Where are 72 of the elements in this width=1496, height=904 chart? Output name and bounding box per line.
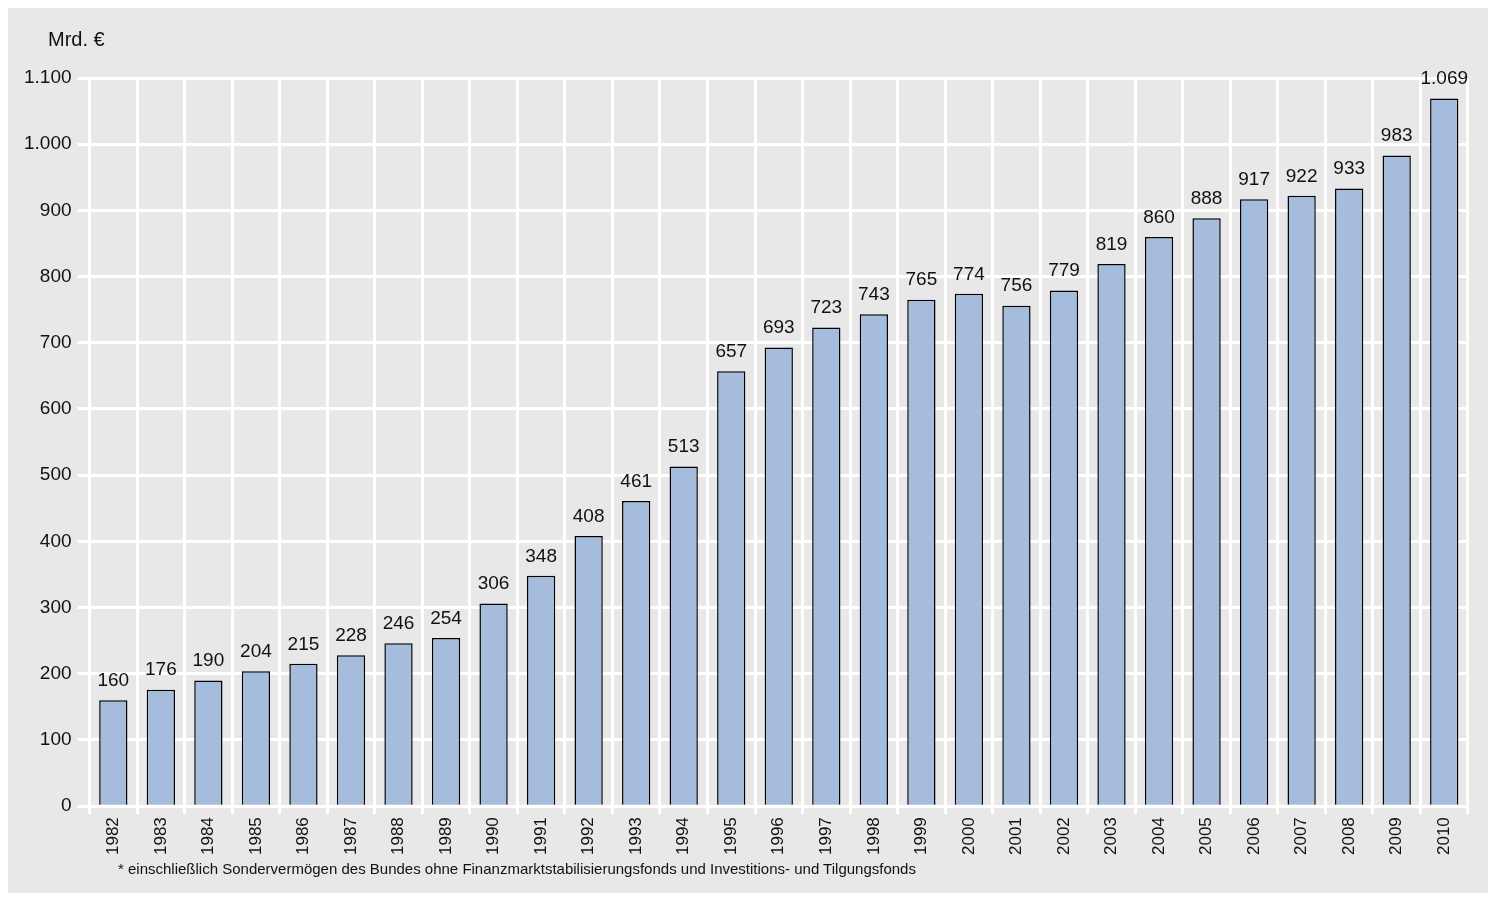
data-label: 204 [240, 639, 273, 661]
x-tick-label: 1992 [578, 817, 598, 856]
y-tick-label: 600 [39, 397, 72, 419]
x-tick-label: 1999 [911, 817, 931, 856]
y-tick-label: 500 [39, 463, 72, 485]
data-label: 765 [905, 268, 938, 290]
data-label: 461 [620, 469, 653, 491]
data-label: 774 [953, 262, 986, 284]
x-tick-label: 2000 [958, 817, 978, 856]
x-tick-label: 1985 [245, 817, 265, 856]
x-tick-label: 1983 [150, 817, 170, 856]
y-tick-label: 700 [39, 331, 72, 353]
x-tick-label: 1986 [293, 817, 313, 856]
y-tick-label: 200 [39, 662, 72, 684]
data-label: 819 [1095, 232, 1128, 254]
x-tick-label: 1996 [768, 817, 788, 856]
y-tick-label: 1.100 [24, 66, 72, 88]
data-label: 657 [715, 339, 748, 361]
data-label: 860 [1143, 205, 1175, 227]
x-tick-label: 1993 [625, 817, 645, 856]
x-tick-label: 1982 [103, 817, 122, 856]
y-tick-label: 1.000 [24, 132, 72, 154]
data-label: 246 [382, 612, 415, 634]
y-tick-label: 900 [39, 198, 72, 220]
x-tick-label: 1987 [340, 817, 360, 856]
data-label: 743 [857, 283, 890, 305]
data-label: 215 [287, 632, 320, 654]
x-tick-label: 1994 [673, 817, 693, 856]
data-label: 888 [1190, 187, 1223, 209]
x-tick-label: 2003 [1101, 817, 1121, 856]
data-label: 917 [1238, 167, 1270, 189]
x-tick-label: 1995 [720, 817, 740, 856]
data-label: 1.069 [1420, 67, 1469, 89]
data-label: 228 [335, 623, 367, 645]
x-tick-label: 2002 [1053, 817, 1073, 856]
x-tick-label: 2007 [1291, 817, 1311, 856]
data-label: 983 [1380, 124, 1413, 146]
data-label: 176 [144, 658, 177, 680]
y-tick-label: 0 [60, 794, 72, 816]
x-tick-label: 1988 [388, 817, 408, 856]
data-label: 348 [525, 544, 557, 566]
text: * einschließlich Sondervermögen des Bundes ohne Finanzmarktstabilisierungsfonds und Investitions- und Tilgungsfonds [117, 859, 917, 879]
data-label: 693 [762, 316, 795, 338]
y-tick-label: 800 [39, 264, 72, 286]
data-label: 408 [572, 504, 605, 526]
data-label: 723 [810, 296, 843, 318]
data-label: 160 [97, 669, 130, 690]
x-tick-label: 2004 [1148, 817, 1168, 856]
y-axis-title: Mrd. € [48, 27, 105, 50]
x-tick-label: 2008 [1338, 817, 1358, 856]
x-tick-label: 1989 [435, 817, 455, 856]
x-tick-label: 1984 [198, 817, 218, 856]
x-tick-label: 2001 [1006, 817, 1026, 856]
y-tick-label: 100 [39, 728, 72, 750]
x-tick-label: 2009 [1386, 817, 1406, 856]
x-tick-label: 1998 [863, 817, 883, 856]
y-tick-label: 400 [39, 529, 72, 551]
data-label: 190 [192, 649, 225, 671]
x-tick-label: 1997 [815, 817, 835, 856]
x-tick-label: 2010 [1433, 817, 1453, 856]
x-tick-label: 2006 [1243, 817, 1263, 856]
x-tick-label: 2005 [1196, 817, 1216, 856]
data-label: 756 [1000, 274, 1033, 296]
x-tick-label: 1991 [530, 817, 550, 856]
data-label: 306 [477, 572, 510, 594]
data-label: 254 [430, 606, 463, 628]
data-label: 933 [1333, 157, 1366, 179]
x-tick-label: 1990 [483, 817, 503, 856]
data-label: 513 [667, 435, 700, 457]
data-label: 922 [1285, 164, 1318, 186]
y-tick-label: 300 [39, 595, 72, 617]
data-label: 779 [1048, 259, 1080, 281]
